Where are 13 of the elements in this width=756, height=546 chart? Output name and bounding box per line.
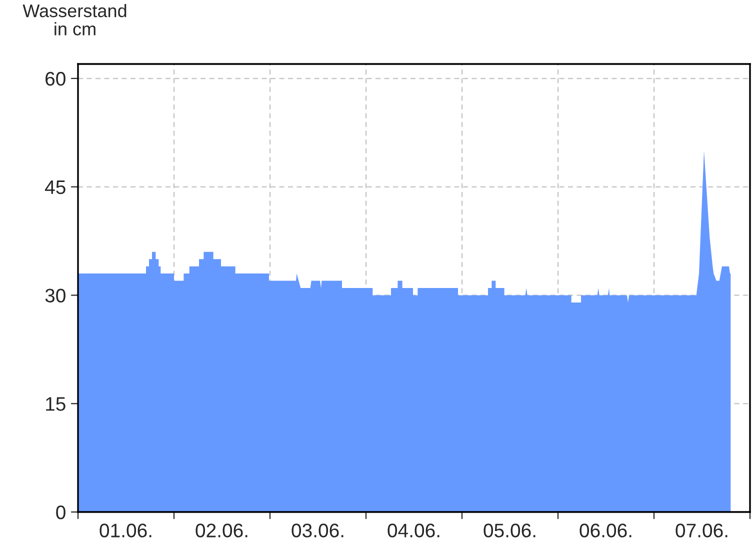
x-tick-label: 01.06. (100, 524, 152, 538)
x-tick-label: 06.06. (580, 524, 632, 538)
x-tick-label: 03.06. (292, 524, 344, 538)
x-tick-label: 07.06. (676, 524, 728, 538)
y-tick-label: 45 (45, 180, 66, 194)
x-tick-label: 02.06. (196, 524, 248, 538)
x-tick-label: 05.06. (484, 524, 536, 538)
x-tick-label: 04.06. (388, 524, 440, 538)
y-tick-label: 0 (56, 505, 66, 520)
y-tick-label: 15 (46, 397, 66, 411)
y-tick-label: 60 (46, 72, 66, 86)
y-tick-label: 30 (45, 288, 66, 302)
y-axis-title: Wasserstand in cm (22, 4, 126, 36)
